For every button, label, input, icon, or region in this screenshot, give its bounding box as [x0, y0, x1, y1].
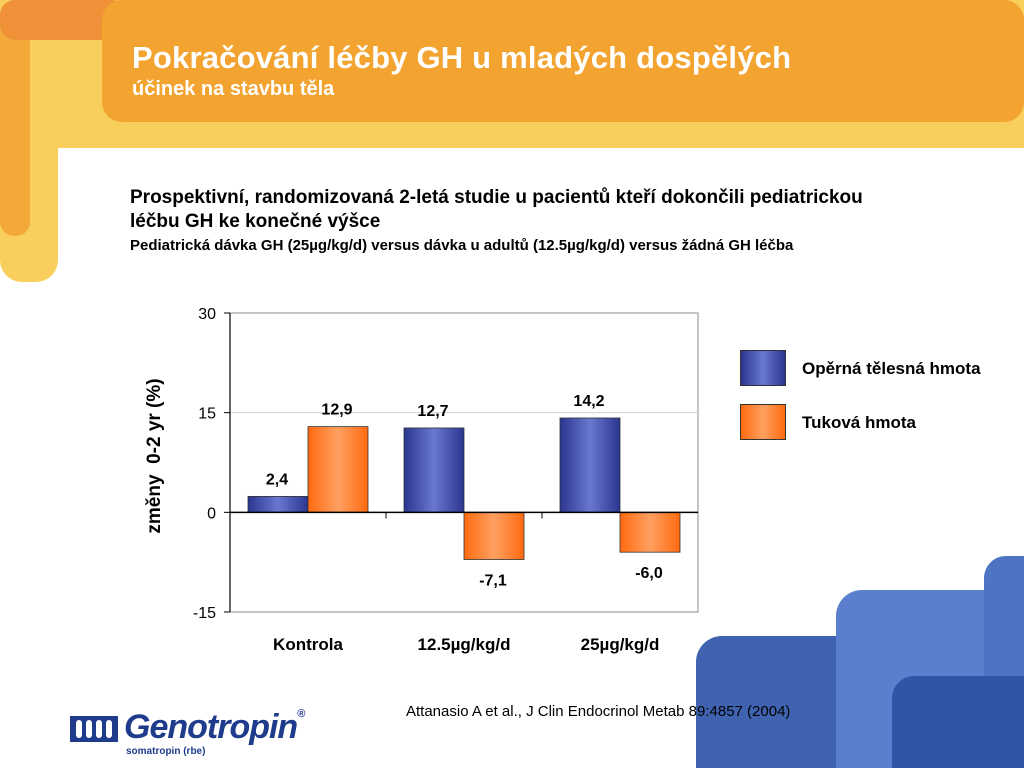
bar: [463, 511, 525, 560]
bar: [403, 427, 465, 513]
logo-stripes-icon: [76, 720, 112, 738]
x-category-label: Kontrola: [273, 635, 343, 654]
logo-tagline: somatropin (rbe): [126, 746, 206, 757]
x-category-label: 25µg/kg/d: [581, 635, 660, 654]
logo-wordmark: Genotropin®: [124, 708, 305, 746]
legend-swatch-fat-mass: [740, 404, 786, 440]
study-description: Prospektivní, randomizovaná 2-letá studi…: [130, 186, 890, 256]
bar: [307, 426, 369, 513]
study-detail: Pediatrická dávka GH (25µg/kg/d) versus …: [130, 237, 794, 254]
data-label: -7,1: [479, 573, 507, 590]
legend-label-fat-mass: Tuková hmota: [802, 413, 916, 432]
slide-header: Pokračování léčby GH u mladých dospělých…: [132, 40, 791, 101]
y-tick-label: -15: [193, 605, 216, 622]
data-label: 14,2: [573, 393, 604, 410]
slide-title: Pokračování léčby GH u mladých dospělých: [132, 40, 792, 75]
y-axis-label: změny 0-2 yr (%): [144, 378, 165, 533]
slide-subtitle: účinek na stavbu těla: [132, 78, 335, 100]
data-label: 12,9: [321, 402, 352, 419]
header-left-strip-inner: [0, 0, 30, 236]
legend-swatch-lean-mass: [740, 350, 786, 386]
data-label: 2,4: [266, 471, 288, 488]
header-corner-block: [0, 0, 128, 40]
citation: Attanasio A et al., J Clin Endocrinol Me…: [406, 703, 791, 720]
header-band-main: [102, 0, 1024, 122]
y-tick-label: 0: [207, 505, 216, 522]
bar: [559, 417, 621, 513]
y-tick-label: 30: [198, 306, 216, 323]
bar: [247, 495, 309, 513]
y-tick-label: 15: [198, 406, 216, 423]
bar: [619, 511, 681, 553]
logo-mark: [70, 716, 118, 742]
legend-label-lean-mass: Opěrná tělesná hmota: [802, 359, 981, 378]
data-label: 12,7: [417, 403, 448, 420]
x-category-label: 12.5µg/kg/d: [418, 635, 511, 654]
logo-registered: ®: [297, 708, 305, 720]
study-title: Prospektivní, randomizovaná 2-letá studi…: [130, 187, 863, 232]
data-label: -6,0: [635, 565, 663, 582]
corner-blue-inner: [892, 676, 1024, 768]
